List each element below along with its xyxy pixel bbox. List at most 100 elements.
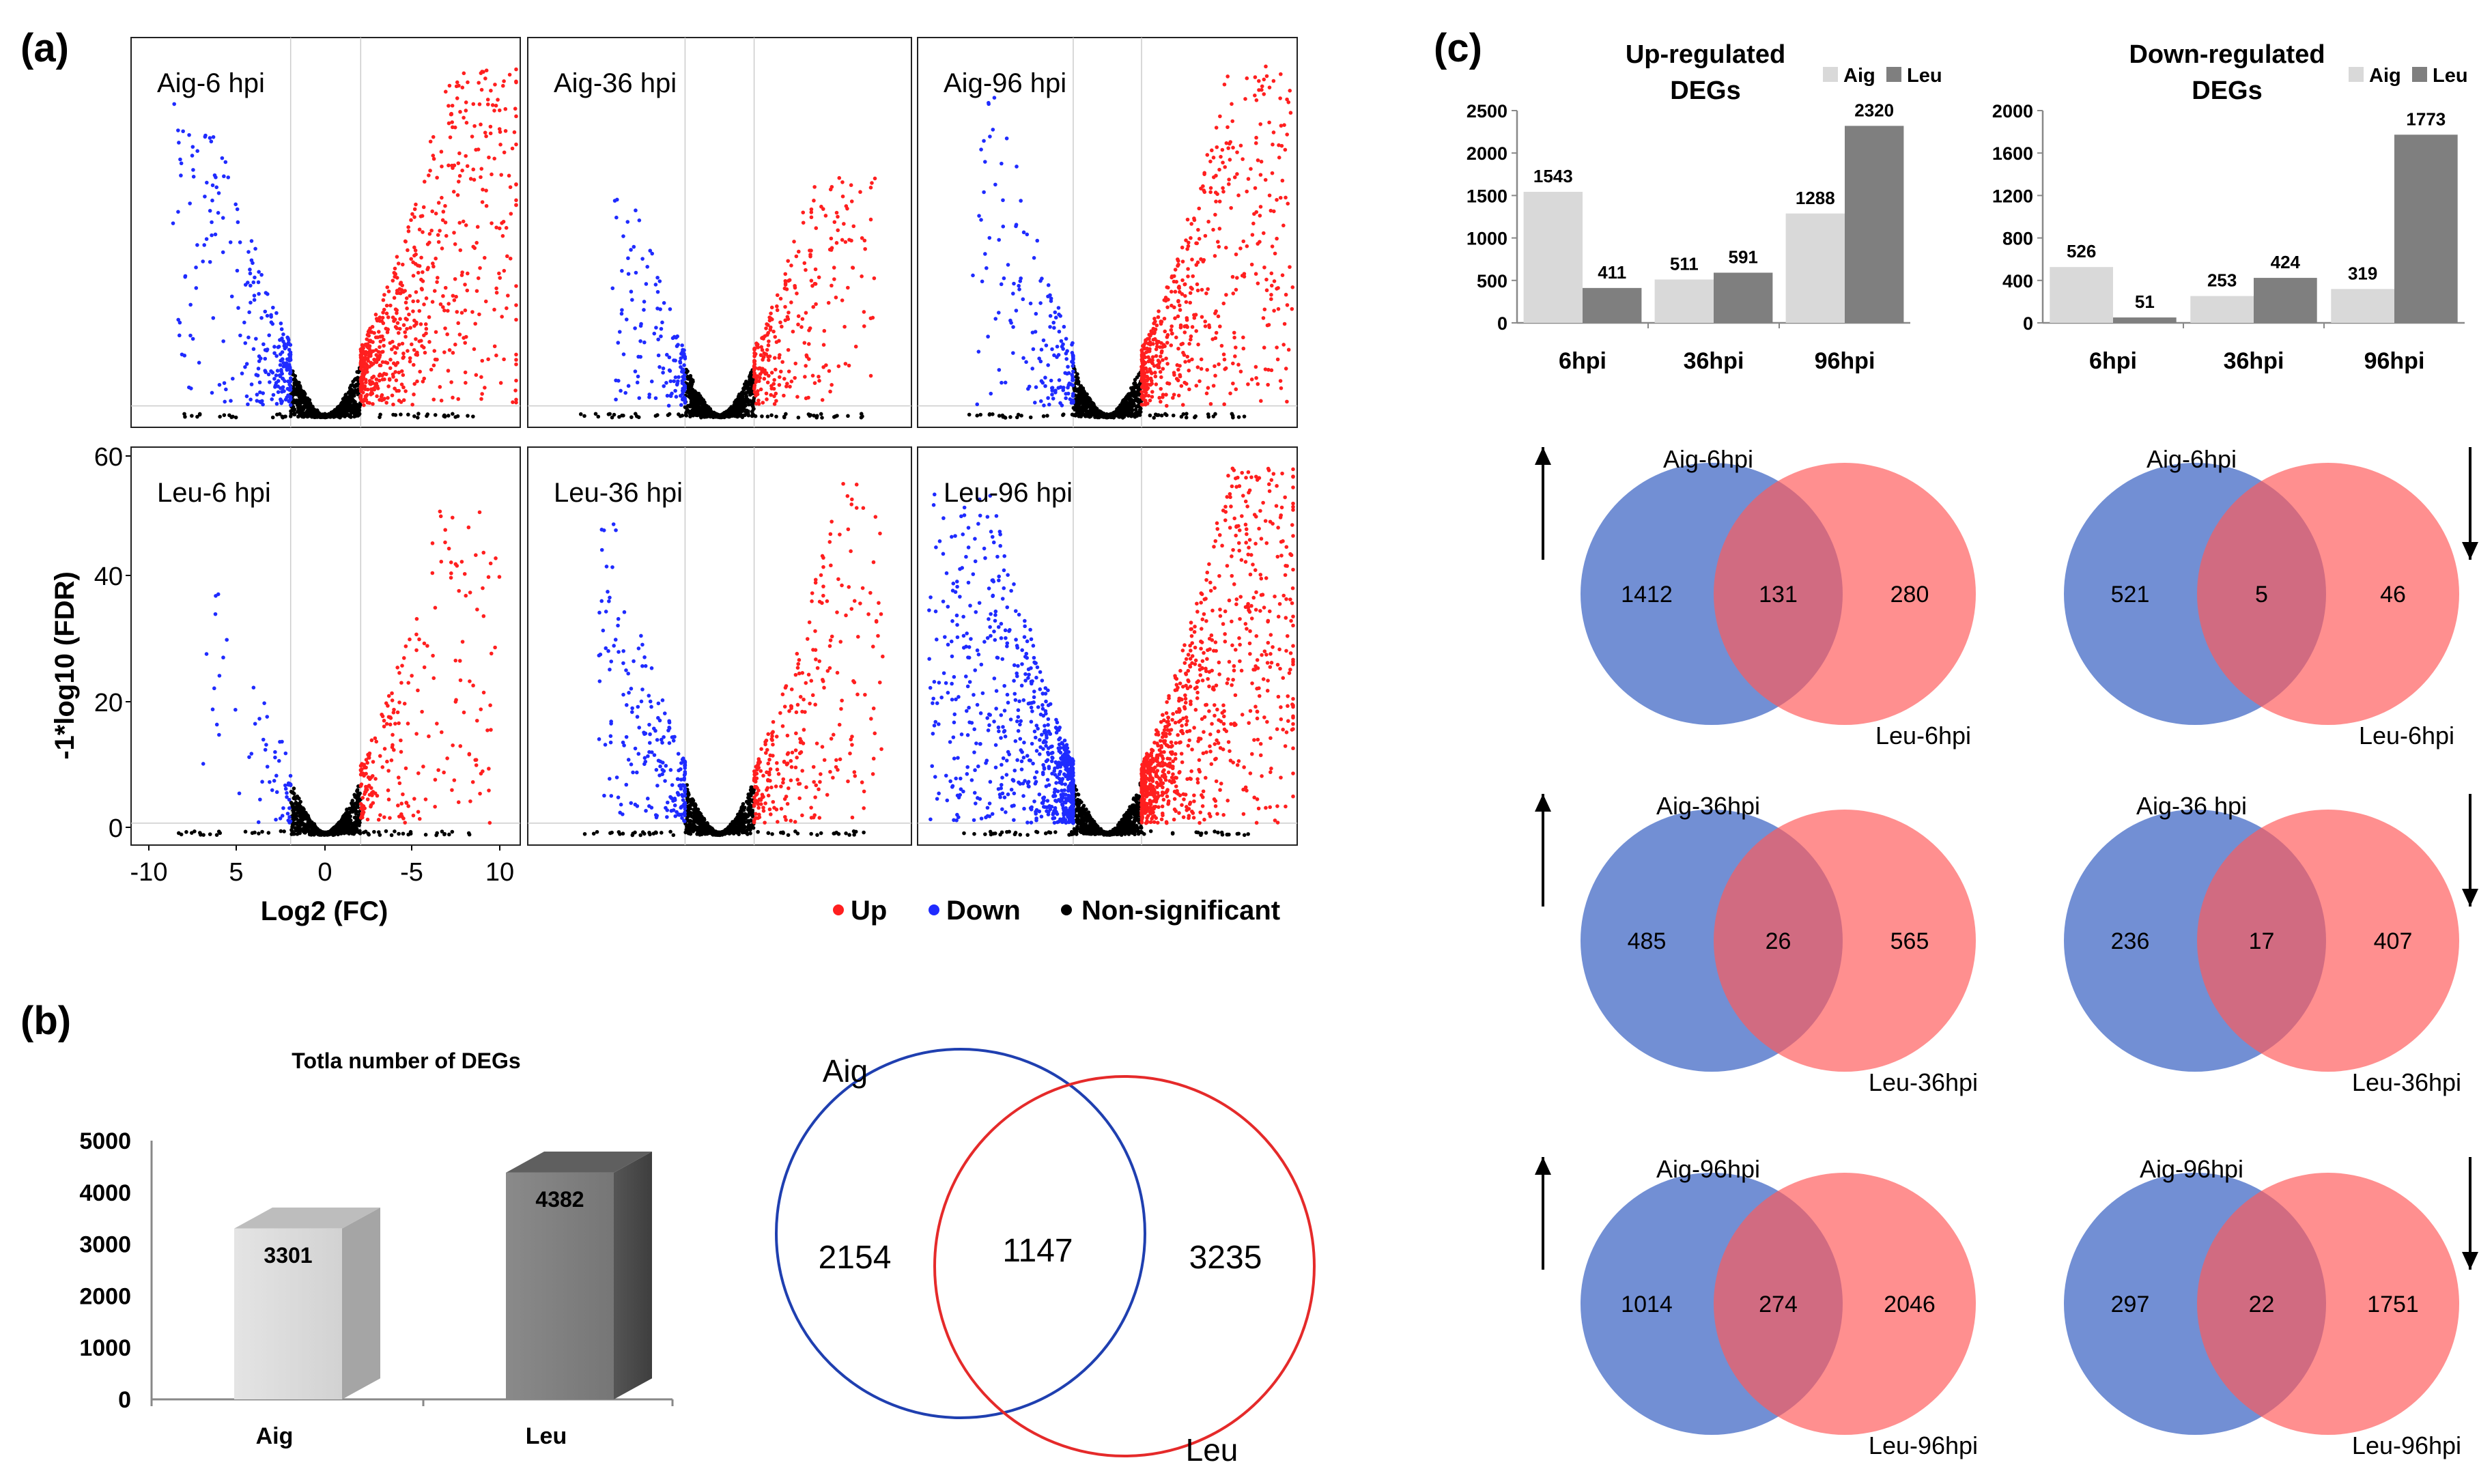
- up-point: [803, 375, 807, 379]
- down-point: [288, 403, 293, 408]
- ns-point: [690, 378, 695, 382]
- ns-point: [819, 412, 823, 416]
- down-point: [1070, 343, 1074, 347]
- up-point: [1194, 384, 1199, 388]
- down-point: [249, 300, 253, 305]
- up-point: [1270, 244, 1275, 248]
- down-point: [249, 239, 254, 243]
- up-point: [1281, 343, 1286, 347]
- up-point: [452, 298, 457, 302]
- up-point: [829, 236, 834, 241]
- up-point: [1275, 357, 1280, 362]
- down-point: [220, 156, 225, 160]
- up-point: [446, 309, 450, 313]
- up-point: [1275, 345, 1279, 349]
- down-point: [277, 373, 282, 377]
- up-point: [1217, 227, 1222, 231]
- up-point: [801, 220, 806, 225]
- ns-point: [339, 412, 344, 417]
- ns-point: [699, 415, 703, 420]
- ns-point: [295, 795, 299, 799]
- volcano-y-tick: 60: [94, 443, 123, 472]
- ns-point: [243, 829, 248, 834]
- up-point: [483, 299, 488, 304]
- down-point: [269, 315, 273, 319]
- up-point: [471, 167, 476, 172]
- up-point: [397, 781, 402, 786]
- up-point: [1169, 343, 1174, 347]
- up-point: [447, 348, 452, 352]
- up-point: [1190, 257, 1194, 261]
- up-point: [1204, 391, 1209, 396]
- down-point: [281, 377, 285, 381]
- up-point: [446, 369, 451, 373]
- up-point: [1258, 173, 1263, 177]
- up-point: [765, 380, 770, 385]
- down-point: [1071, 401, 1075, 405]
- down-point: [1011, 325, 1015, 329]
- up-point: [1261, 231, 1266, 236]
- up-point: [459, 273, 464, 277]
- down-point: [279, 368, 283, 372]
- up-point: [1161, 395, 1165, 399]
- down-point: [683, 354, 688, 359]
- up-point: [1170, 324, 1174, 328]
- up-point: [488, 124, 493, 129]
- down-point: [983, 160, 987, 164]
- up-point: [514, 400, 518, 405]
- volcano-x-tick: -10: [130, 858, 168, 887]
- up-point: [1276, 306, 1281, 311]
- up-point: [765, 347, 769, 352]
- up-point: [406, 229, 411, 233]
- up-point: [1232, 335, 1236, 340]
- up-point: [393, 266, 397, 271]
- down-point: [279, 397, 283, 401]
- ns-point: [299, 388, 303, 393]
- up-point: [1277, 156, 1281, 160]
- down-point: [249, 283, 253, 288]
- up-point: [1165, 332, 1170, 337]
- up-point: [764, 391, 769, 396]
- ns-point: [348, 807, 353, 811]
- up-point: [467, 752, 472, 757]
- up-point: [1270, 171, 1275, 175]
- up-point: [456, 180, 461, 184]
- up-point: [377, 378, 382, 383]
- up-point: [793, 361, 798, 366]
- up-point: [463, 283, 467, 287]
- up-point: [778, 320, 782, 325]
- down-point: [624, 317, 629, 322]
- ns-point: [406, 412, 410, 417]
- down-point: [226, 175, 231, 180]
- up-point: [1272, 209, 1276, 214]
- up-point: [393, 325, 398, 329]
- up-point: [1214, 126, 1219, 130]
- up-point: [1234, 345, 1238, 349]
- up-point: [847, 363, 851, 368]
- up-point: [821, 343, 826, 347]
- up-point: [1262, 265, 1266, 270]
- up-point: [457, 332, 462, 337]
- up-point: [794, 254, 799, 259]
- up-point: [494, 556, 498, 560]
- up-point: [497, 226, 502, 231]
- up-point: [490, 172, 494, 177]
- down-point: [236, 306, 240, 310]
- down-point: [263, 356, 268, 361]
- ns-point: [1079, 413, 1083, 418]
- up-point: [1142, 389, 1146, 394]
- up-point: [778, 296, 783, 301]
- down-point: [261, 391, 266, 395]
- up-point: [411, 274, 416, 278]
- down-points: [171, 102, 293, 408]
- up-point: [401, 398, 406, 402]
- down-point: [1071, 392, 1075, 396]
- up-point: [440, 165, 444, 169]
- up-point: [1279, 386, 1284, 390]
- up-point: [1245, 189, 1249, 194]
- ns-point: [415, 415, 420, 420]
- up-point: [1176, 263, 1180, 268]
- down-point: [281, 386, 285, 390]
- up-point: [1170, 331, 1174, 336]
